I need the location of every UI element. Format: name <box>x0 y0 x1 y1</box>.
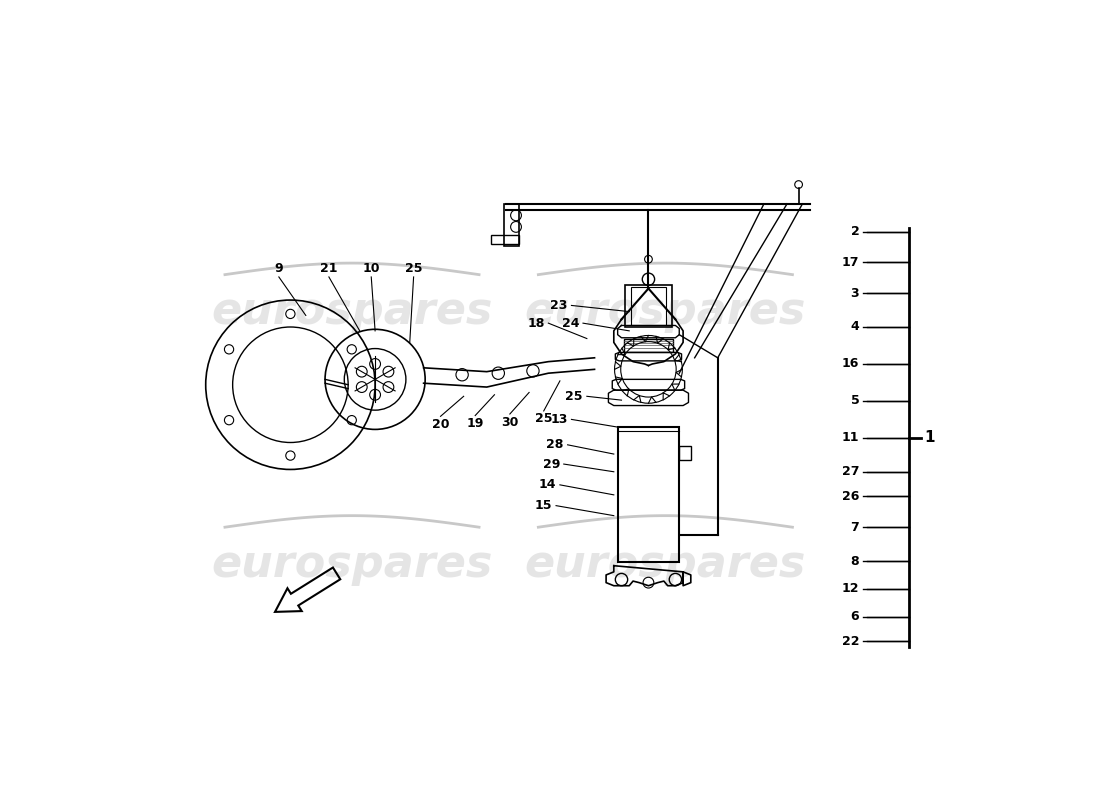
Text: 29: 29 <box>542 458 560 470</box>
Text: eurospares: eurospares <box>525 290 806 333</box>
Text: 21: 21 <box>320 262 338 274</box>
Text: 24: 24 <box>562 317 580 330</box>
Text: 18: 18 <box>527 317 544 330</box>
Bar <box>625 285 671 327</box>
Text: eurospares: eurospares <box>525 542 806 586</box>
Text: 5: 5 <box>850 394 859 407</box>
Text: 1: 1 <box>925 430 935 446</box>
Text: 23: 23 <box>550 299 568 312</box>
Bar <box>504 204 519 246</box>
Text: 2: 2 <box>850 225 859 238</box>
Text: 25: 25 <box>565 390 583 403</box>
Text: 25: 25 <box>535 413 552 426</box>
Text: 8: 8 <box>850 554 859 567</box>
Bar <box>630 287 667 325</box>
Text: 11: 11 <box>842 431 859 444</box>
Text: 12: 12 <box>842 582 859 595</box>
Text: eurospares: eurospares <box>211 542 493 586</box>
Text: 30: 30 <box>502 415 518 429</box>
Text: eurospares: eurospares <box>211 290 493 333</box>
Text: 17: 17 <box>842 256 859 269</box>
Text: 14: 14 <box>539 478 556 491</box>
Text: 19: 19 <box>466 417 484 430</box>
Text: 7: 7 <box>850 521 859 534</box>
Bar <box>624 338 673 353</box>
Text: 6: 6 <box>850 610 859 623</box>
Text: 13: 13 <box>550 413 568 426</box>
Text: 15: 15 <box>535 499 552 512</box>
Text: 3: 3 <box>850 286 859 300</box>
Text: 10: 10 <box>363 262 379 274</box>
Bar <box>491 234 519 244</box>
Text: 25: 25 <box>405 262 422 274</box>
Bar <box>680 446 691 460</box>
Text: 28: 28 <box>547 438 563 451</box>
Text: 9: 9 <box>275 262 283 274</box>
Text: 20: 20 <box>432 418 449 431</box>
Text: 22: 22 <box>842 634 859 648</box>
Text: 26: 26 <box>842 490 859 503</box>
Text: 4: 4 <box>850 321 859 334</box>
Bar <box>618 427 680 562</box>
Text: 16: 16 <box>842 358 859 370</box>
Text: 27: 27 <box>842 466 859 478</box>
